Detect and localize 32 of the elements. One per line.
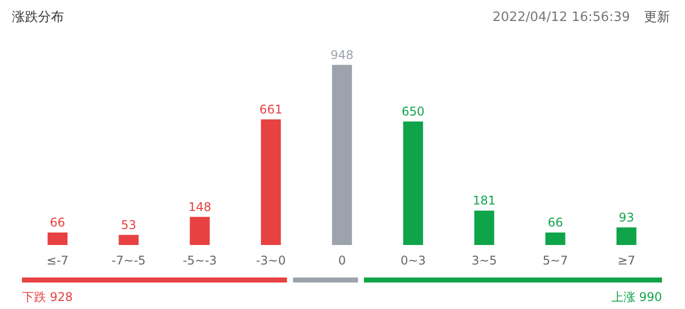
text: 上涨 990 <box>611 290 662 304</box>
x-tick-label: ≤-7 <box>46 254 69 268</box>
data-label: 661 <box>259 102 282 116</box>
x-tick-label: -7~-5 <box>112 254 146 268</box>
data-label: 66 <box>50 215 66 230</box>
bar <box>616 227 636 245</box>
text: 下跌 928 <box>22 290 73 304</box>
data-label: 181 <box>472 194 496 208</box>
bar <box>48 232 68 245</box>
bar <box>190 216 210 245</box>
x-tick-label: -5~-3 <box>182 254 217 268</box>
bar <box>118 234 139 245</box>
bar <box>474 210 494 245</box>
data-label: 93 <box>618 210 634 224</box>
data-label: 53 <box>121 218 136 232</box>
chart-title: 涨跌分布 <box>12 10 64 25</box>
x-tick-label: 0 <box>338 254 346 268</box>
text: 2022/04/12 16:56:39 <box>492 10 630 25</box>
x-tick-label: ≥7 <box>618 254 636 268</box>
x-tick-label: 3~5 <box>472 254 497 268</box>
data-label: 148 <box>188 200 212 214</box>
bar <box>545 232 566 245</box>
bar <box>332 64 352 245</box>
bar <box>403 121 424 245</box>
bar <box>260 119 281 245</box>
x-tick-label: -3~0 <box>256 254 286 268</box>
text: 更新 <box>644 10 670 25</box>
x-tick-label: 5~7 <box>542 254 568 268</box>
data-label: 948 <box>330 48 354 62</box>
x-tick-label: 0~3 <box>400 254 426 268</box>
data-label: 650 <box>402 104 425 118</box>
data-label: 66 <box>548 215 563 230</box>
